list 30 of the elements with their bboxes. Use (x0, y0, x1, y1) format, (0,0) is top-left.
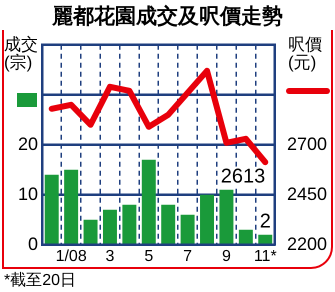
bar (44, 174, 59, 244)
data-label: 2 (260, 210, 271, 232)
data-label: 2613 (220, 166, 266, 188)
bar (238, 230, 253, 244)
bar (102, 210, 117, 244)
bar (200, 194, 214, 244)
bar (64, 170, 78, 244)
y-tick-label: 20 (18, 134, 38, 154)
bar (180, 214, 195, 244)
bar (122, 204, 136, 244)
bar (219, 190, 234, 244)
x-tick-label: 9 (222, 248, 231, 265)
y-tick-label: 0 (28, 234, 38, 254)
x-tick-label: 1/08 (56, 248, 87, 265)
x-tick-label: 7 (183, 248, 192, 265)
y2-tick-label: 2200 (286, 234, 328, 254)
y2-axis-title: 呎價(元) (288, 35, 323, 72)
x-tick-label: 3 (106, 248, 115, 265)
y-axis-title: 成交(宗) (4, 35, 39, 72)
text: *截至20日 (4, 270, 76, 291)
x-tick-label: 11* (254, 248, 277, 265)
chart-title: 麗都花園成交及呎價走勢 (51, 4, 284, 30)
bar (258, 234, 272, 244)
y2-tick-label: 2450 (286, 184, 328, 204)
bar (161, 204, 176, 244)
y-tick-label: 10 (18, 184, 38, 204)
bar (84, 220, 98, 244)
bar (142, 160, 156, 244)
y2-tick-label: 2700 (286, 134, 328, 154)
x-tick-label: 5 (144, 248, 154, 265)
